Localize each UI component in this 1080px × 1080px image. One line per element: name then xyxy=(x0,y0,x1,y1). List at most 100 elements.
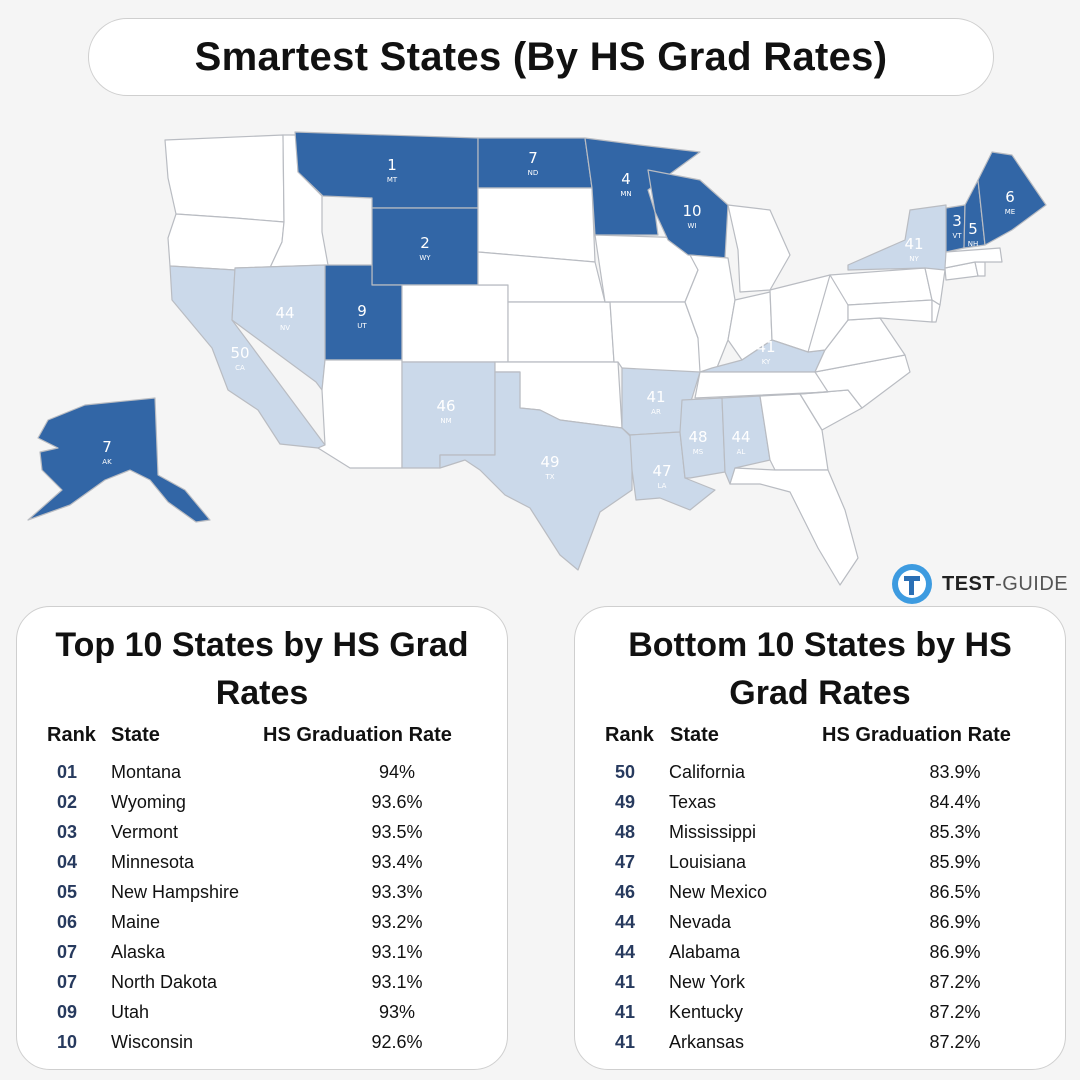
bottom10-state-cell: Nevada xyxy=(669,912,732,932)
map-rank-label-nh: 5 xyxy=(968,220,978,238)
top10-rate-cell: 93.2% xyxy=(371,912,423,932)
top10-row: 06 Maine 93.2% xyxy=(17,912,507,942)
map-rank-label-nm: 46 xyxy=(436,397,455,415)
bottom10-rank-cell: 47 xyxy=(614,852,636,872)
bottom10-rate-cell: 85.3% xyxy=(929,822,981,842)
top10-rate-cell: 93.6% xyxy=(371,792,423,812)
bottom10-rate-cell: 84.4% xyxy=(929,792,981,812)
top10-rate-cell: 93.1% xyxy=(371,942,423,962)
state-ma xyxy=(944,247,1003,269)
top10-row: 09 Utah 93% xyxy=(17,1002,507,1032)
top10-row: 07 Alaska 93.1% xyxy=(17,942,507,972)
top10-state-cell: Maine xyxy=(111,912,161,932)
bottom10-rank-cell: 41 xyxy=(614,1032,636,1052)
state-ak xyxy=(27,397,211,523)
top10-rate-cell: 93.1% xyxy=(371,972,423,992)
top10-rank-cell: 04 xyxy=(56,852,78,872)
bottom10-row: 41 Arkansas 87.2% xyxy=(575,1032,1065,1062)
state-md xyxy=(847,299,933,323)
state-de xyxy=(931,299,941,323)
bottom10-rate-cell: 86.9% xyxy=(929,942,981,962)
bottom10-row: 41 New York 87.2% xyxy=(575,972,1065,1002)
logo-brand: TEST xyxy=(942,572,996,595)
bottom10-rank-cell: 44 xyxy=(614,942,636,962)
bottom10-rate-cell: 85.9% xyxy=(929,852,981,872)
top10-header-state: State xyxy=(111,724,160,746)
map-abbr-label-ar: AR xyxy=(651,408,661,416)
bottom10-rank-cell: 41 xyxy=(614,972,636,992)
top10-rank-cell: 09 xyxy=(56,1002,78,1022)
state-ks xyxy=(507,301,615,363)
us-map-svg: 1 MT 2 WY 3 VT 4 MN 5 NH 6 ME 7 AK 7 ND 9 UT 10 WI 50 CA 49 TX 4… xyxy=(27,131,1047,586)
test-guide-logo-icon xyxy=(892,564,932,604)
map-rank-label-la: 47 xyxy=(652,462,671,480)
bottom10-rate-cell: 87.2% xyxy=(929,1002,981,1022)
bottom10-row: 46 New Mexico 86.5% xyxy=(575,882,1065,912)
state-nm xyxy=(401,361,496,469)
top10-state-cell: Montana xyxy=(111,762,182,782)
map-abbr-label-mn: MN xyxy=(620,190,631,198)
bottom10-title: Bottom 10 States by HS Grad Rates xyxy=(628,626,1012,712)
state-ny xyxy=(847,204,947,276)
bottom10-rank-cell: 48 xyxy=(614,822,636,842)
map-abbr-label-nh: NH xyxy=(968,240,979,248)
state-me xyxy=(977,151,1047,246)
top10-rate-cell: 93.5% xyxy=(371,822,423,842)
map-rank-label-ar: 41 xyxy=(646,388,665,406)
state-sd xyxy=(477,187,596,263)
bottom10-rank-cell: 50 xyxy=(614,762,636,782)
bottom10-header-state: State xyxy=(670,724,719,746)
top10-row: 04 Minnesota 93.4% xyxy=(17,852,507,882)
map-abbr-label-nd: ND xyxy=(528,169,539,177)
map-rank-label-ny: 41 xyxy=(904,235,923,253)
map-abbr-label-wi: WI xyxy=(688,222,697,230)
map-rank-label-nv: 44 xyxy=(275,304,294,322)
state-mi xyxy=(727,204,791,293)
bottom10-rank-cell: 41 xyxy=(614,1002,636,1022)
bottom10-header-rank: Rank xyxy=(605,724,654,746)
map-abbr-label-me: ME xyxy=(1005,208,1015,216)
bottom10-state-cell: New Mexico xyxy=(669,882,768,902)
state-tx xyxy=(439,371,633,571)
bottom10-rate-cell: 87.2% xyxy=(929,1032,981,1052)
top10-rank-cell: 06 xyxy=(56,912,78,932)
map-rank-label-ak: 7 xyxy=(102,438,112,456)
top10-rank-cell: 01 xyxy=(56,762,78,782)
bottom10-state-cell: Mississippi xyxy=(669,822,757,842)
bottom10-state-cell: Texas xyxy=(669,792,717,812)
map-abbr-label-ca: CA xyxy=(235,364,245,372)
bottom10-row: 47 Louisiana 85.9% xyxy=(575,852,1065,882)
map-abbr-label-mt: MT xyxy=(387,176,398,184)
top10-state-cell: Utah xyxy=(111,1002,150,1022)
top10-rate-cell: 92.6% xyxy=(371,1032,423,1052)
bottom10-card: Bottom 10 States by HS Grad Rates Rank S… xyxy=(574,606,1066,1070)
top10-rank-cell: 02 xyxy=(56,792,78,812)
map-rank-label-wy: 2 xyxy=(420,234,430,252)
top10-rank-cell: 03 xyxy=(56,822,78,842)
logo-suffix: GUIDE xyxy=(1002,572,1069,595)
top10-row: 03 Vermont 93.5% xyxy=(17,822,507,852)
map-abbr-label-ny: NY xyxy=(909,255,919,263)
top10-rank-cell: 05 xyxy=(56,882,78,902)
bottom10-row: 44 Alabama 86.9% xyxy=(575,942,1065,972)
top10-title: Top 10 States by HS Grad Rates xyxy=(55,626,469,712)
map-abbr-label-wy: WY xyxy=(419,254,431,262)
top10-rank-cell: 07 xyxy=(56,942,78,962)
map-rank-label-ca: 50 xyxy=(230,344,249,362)
top10-card: Top 10 States by HS Grad Rates Rank Stat… xyxy=(16,606,508,1070)
top10-row: 01 Montana 94% xyxy=(17,762,507,792)
top10-state-cell: Alaska xyxy=(111,942,166,962)
top10-rank-cell: 10 xyxy=(56,1032,78,1052)
bottom10-state-cell: New York xyxy=(669,972,746,992)
top10-rate-cell: 93% xyxy=(378,1002,416,1022)
map-abbr-label-nv: NV xyxy=(280,324,290,332)
map-rank-label-mt: 1 xyxy=(387,156,397,174)
top10-row: 02 Wyoming 93.6% xyxy=(17,792,507,822)
map-rank-label-tx: 49 xyxy=(540,453,559,471)
bottom10-row: 48 Mississippi 85.3% xyxy=(575,822,1065,852)
bottom10-state-cell: Alabama xyxy=(669,942,741,962)
bottom10-rate-cell: 83.9% xyxy=(929,762,981,782)
bottom10-state-cell: Louisiana xyxy=(669,852,747,872)
top10-rate-cell: 93.4% xyxy=(371,852,423,872)
top10-header-rate: HS Graduation Rate xyxy=(263,724,452,746)
